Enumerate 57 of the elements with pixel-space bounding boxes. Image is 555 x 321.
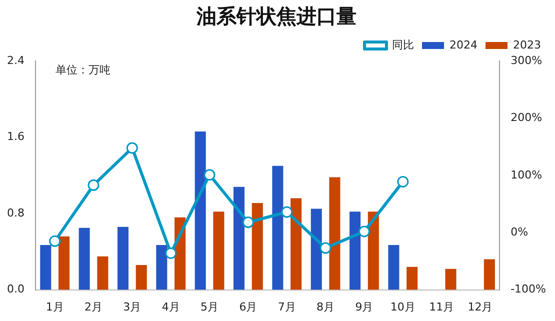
chart-title: 油系针状焦进口量 — [196, 4, 356, 28]
x-tick-label: 8月 — [316, 300, 335, 314]
point — [281, 206, 293, 218]
bar — [406, 266, 418, 290]
x-tick-label: 11月 — [429, 300, 454, 314]
y2-tick-label: -100% — [510, 282, 546, 296]
bar — [234, 186, 245, 290]
bar — [117, 226, 129, 290]
point — [242, 216, 254, 228]
bar — [484, 259, 495, 290]
x-tick-label: 5月 — [200, 300, 219, 314]
annotation: 单位：万吨 — [55, 63, 110, 76]
y-tick-label: 0.8 — [6, 206, 24, 220]
legend-label: 2023 — [513, 38, 542, 52]
bar — [194, 132, 206, 290]
bar — [40, 244, 52, 290]
bar — [213, 212, 224, 290]
x-tick-label: 9月 — [355, 300, 374, 314]
y-tick-label: 0.0 — [6, 282, 24, 296]
point — [204, 169, 216, 181]
point — [49, 235, 61, 247]
x-tick-label: 2月 — [84, 300, 103, 314]
bar — [388, 244, 400, 290]
point — [320, 242, 332, 254]
y2-tick-label: 300% — [510, 54, 542, 67]
bar — [290, 198, 302, 290]
bar — [350, 212, 361, 290]
bar — [329, 177, 340, 290]
legend-label: 2024 — [450, 38, 478, 52]
bar — [445, 268, 456, 290]
x-tick-label: 4月 — [162, 300, 180, 314]
legend-label: 同比 — [392, 38, 414, 52]
bar — [368, 212, 379, 290]
bar — [97, 256, 108, 290]
point — [165, 247, 177, 259]
bar — [58, 236, 70, 290]
x-tick-label: 3月 — [123, 300, 142, 314]
x-tick-label: 7月 — [278, 300, 296, 314]
y-tick-label: 1.6 — [6, 130, 24, 144]
bar — [156, 244, 168, 290]
x-tick-label: 1月 — [46, 300, 64, 314]
x-tick-label: 12月 — [468, 300, 493, 314]
y2-tick-label: 200% — [510, 111, 542, 124]
y2-tick-label: 0% — [510, 225, 528, 238]
point — [358, 226, 370, 238]
bar — [78, 228, 90, 290]
y2-tick-label: 100% — [510, 168, 542, 182]
point — [126, 142, 138, 154]
x-tick-label: 10月 — [390, 300, 416, 314]
x-tick-label: 6月 — [239, 300, 258, 314]
point — [397, 176, 409, 188]
y-tick-label: 2.4 — [6, 54, 24, 67]
point — [88, 179, 100, 191]
bar — [136, 265, 147, 290]
bar — [310, 208, 322, 290]
bar — [252, 203, 263, 290]
bar — [272, 166, 284, 290]
